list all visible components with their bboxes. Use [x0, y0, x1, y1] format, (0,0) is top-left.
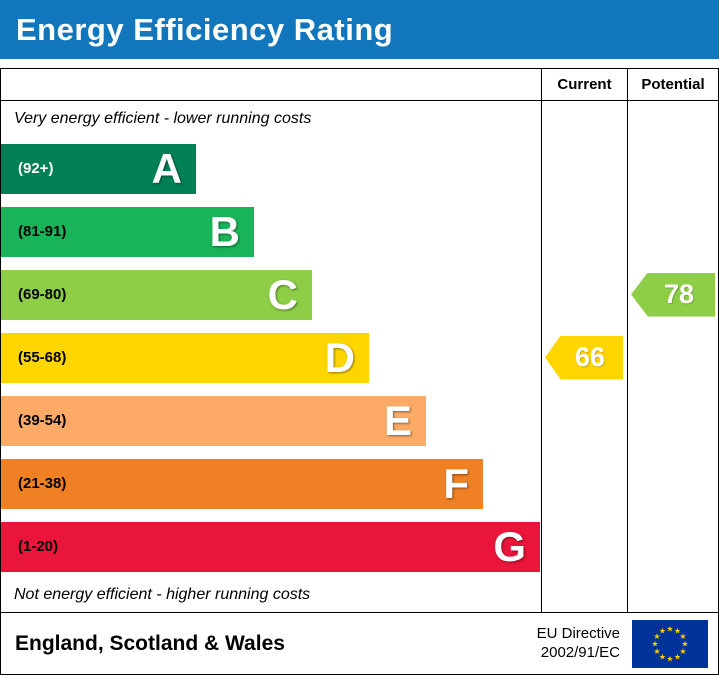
- band-letter: A: [151, 144, 182, 192]
- title-bar: Energy Efficiency Rating: [0, 0, 719, 59]
- eu-directive-line2: 2002/91/EC: [540, 643, 620, 661]
- eu-directive-line1: EU Directive: [536, 624, 620, 642]
- top-note: Very energy efficient - lower running co…: [14, 110, 312, 127]
- potential-marker: 78: [631, 272, 715, 317]
- band-row-d: (55-68) D: [1, 326, 541, 389]
- band-range-label: (92+): [18, 160, 54, 177]
- band-range-label: (55-68): [18, 349, 67, 366]
- band-letter: C: [267, 270, 298, 318]
- band-range-label: (69-80): [18, 286, 67, 303]
- band-range-label: (21-38): [18, 475, 67, 492]
- footer: England, Scotland & Wales EU Directive 2…: [1, 612, 718, 674]
- header-spacer: [1, 69, 541, 101]
- page-title: Energy Efficiency Rating: [16, 11, 394, 47]
- band-bar-g: (1-20) G: [1, 521, 540, 572]
- potential-column: 78: [627, 101, 718, 612]
- band-bar-f: (21-38) F: [1, 458, 483, 509]
- band-letter: F: [443, 459, 469, 507]
- band-bar-d: (55-68) D: [1, 332, 369, 383]
- current-marker: 66: [545, 335, 623, 380]
- potential-column-header: Potential: [627, 69, 718, 101]
- svg-text:★: ★: [674, 652, 681, 661]
- current-value: 66: [574, 342, 606, 372]
- svg-text:★: ★: [679, 647, 686, 656]
- svg-text:★: ★: [679, 632, 686, 641]
- potential-value: 78: [663, 279, 695, 309]
- svg-text:★: ★: [653, 647, 660, 656]
- eu-flag-icon: ★ ★ ★ ★ ★ ★ ★ ★ ★ ★ ★ ★: [632, 619, 708, 668]
- band-row-a: (92+) A: [1, 137, 541, 200]
- band-row-e: (39-54) E: [1, 389, 541, 452]
- band-range-label: (39-54): [18, 412, 67, 429]
- current-column: 66: [541, 101, 627, 612]
- svg-text:★: ★: [659, 652, 666, 661]
- chart-grid: Current Potential Very energy efficient …: [1, 69, 718, 612]
- svg-text:★: ★: [653, 632, 660, 641]
- current-column-header: Current: [541, 69, 627, 101]
- band-bar-c: (69-80) C: [1, 269, 312, 320]
- band-letter: G: [493, 522, 526, 570]
- band-row-g: (1-20) G: [1, 515, 541, 578]
- band-row-b: (81-91) B: [1, 200, 541, 263]
- band-bar-a: (92+) A: [1, 143, 196, 194]
- band-letter: D: [324, 333, 355, 381]
- eu-directive-label: EU Directive 2002/91/EC: [537, 625, 620, 663]
- svg-text:★: ★: [666, 624, 673, 633]
- svg-text:★: ★: [651, 639, 658, 648]
- bottom-note: Not energy efficient - higher running co…: [14, 586, 311, 603]
- band-letter: E: [383, 396, 412, 444]
- band-bar-b: (81-91) B: [1, 206, 254, 257]
- band-bar-e: (39-54) E: [1, 395, 426, 446]
- band-row-c: (69-80) C: [1, 263, 541, 326]
- bands-area: Very energy efficient - lower running co…: [1, 101, 541, 612]
- band-letter: B: [209, 207, 240, 255]
- svg-text:★: ★: [674, 626, 681, 635]
- band-range-label: (81-91): [18, 223, 67, 240]
- svg-text:★: ★: [666, 654, 673, 663]
- svg-text:★: ★: [681, 639, 688, 648]
- svg-text:★: ★: [659, 626, 666, 635]
- epc-chart: Current Potential Very energy efficient …: [0, 68, 719, 675]
- band-row-f: (21-38) F: [1, 452, 541, 515]
- region-label: England, Scotland & Wales: [15, 631, 285, 655]
- band-range-label: (1-20): [18, 538, 59, 555]
